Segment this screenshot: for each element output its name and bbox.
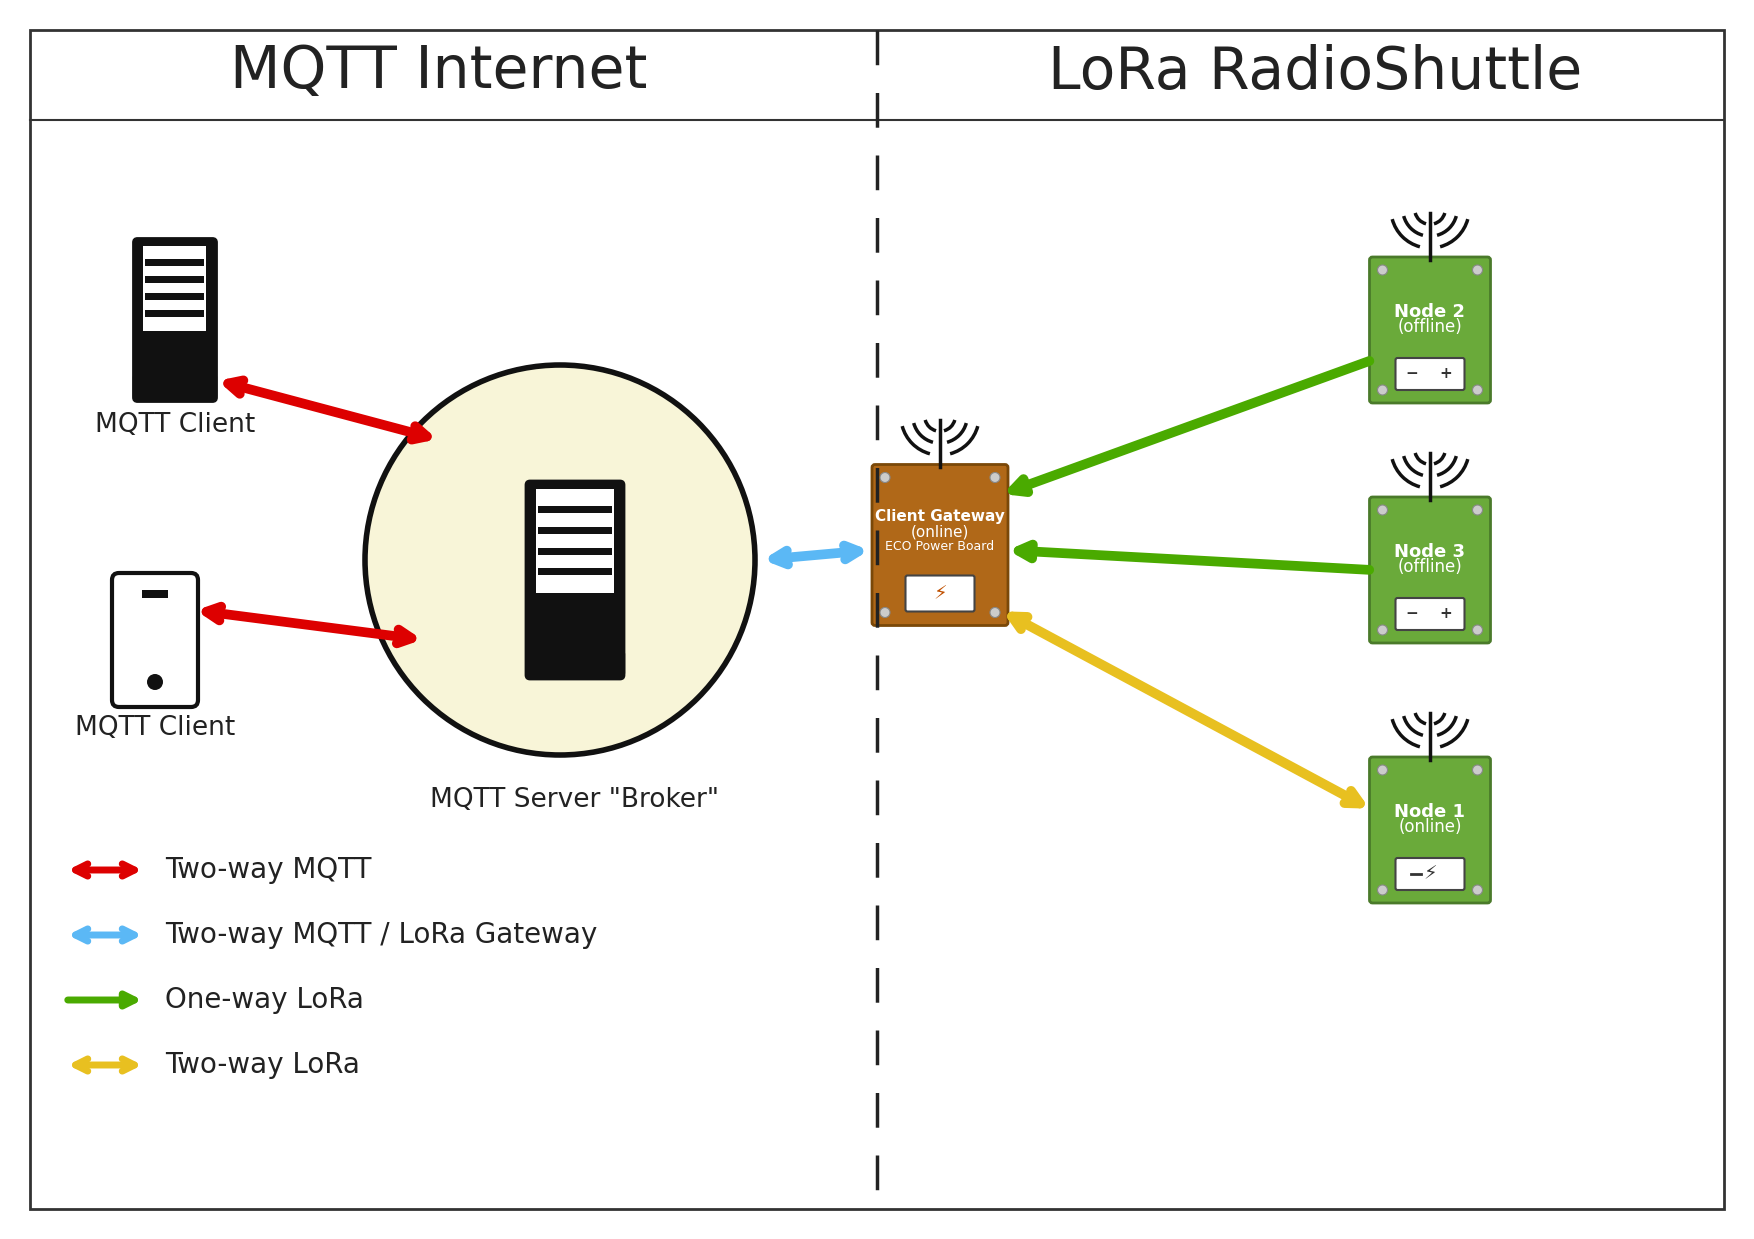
Text: One-way LoRa: One-way LoRa	[165, 986, 363, 1014]
Text: MQTT Client: MQTT Client	[75, 715, 235, 741]
Bar	[146, 292, 205, 300]
Bar	[144, 245, 207, 331]
Circle shape	[1377, 506, 1387, 515]
Circle shape	[1377, 385, 1387, 395]
Bar	[133, 375, 216, 395]
Ellipse shape	[365, 366, 754, 755]
FancyBboxPatch shape	[1370, 497, 1491, 643]
Text: (online): (online)	[1398, 818, 1461, 836]
FancyBboxPatch shape	[133, 238, 216, 401]
FancyBboxPatch shape	[1370, 757, 1491, 903]
Text: −: −	[1405, 607, 1419, 622]
Text: Two-way LoRa: Two-way LoRa	[165, 1051, 360, 1079]
Bar	[538, 506, 612, 513]
Text: Client Gateway: Client Gateway	[875, 509, 1005, 524]
Text: Node 1: Node 1	[1394, 803, 1466, 821]
Text: −: −	[1405, 367, 1419, 382]
FancyBboxPatch shape	[1370, 256, 1491, 403]
Bar	[538, 527, 612, 534]
Bar	[146, 310, 205, 317]
Text: LoRa RadioShuttle: LoRa RadioShuttle	[1049, 43, 1582, 100]
FancyBboxPatch shape	[526, 481, 624, 679]
Circle shape	[1377, 764, 1387, 776]
FancyBboxPatch shape	[872, 465, 1009, 626]
Text: Node 2: Node 2	[1394, 304, 1466, 321]
Circle shape	[1377, 885, 1387, 895]
Bar	[146, 276, 205, 282]
Circle shape	[881, 607, 889, 617]
Circle shape	[1377, 265, 1387, 275]
Text: +: +	[1440, 607, 1452, 622]
Text: MQTT Server "Broker": MQTT Server "Broker"	[430, 787, 719, 813]
Bar	[142, 590, 168, 598]
Text: (offline): (offline)	[1398, 558, 1463, 576]
Text: ECO Power Board: ECO Power Board	[886, 540, 995, 554]
Circle shape	[989, 472, 1000, 482]
Text: +: +	[1440, 367, 1452, 382]
Text: Two-way MQTT / LoRa Gateway: Two-way MQTT / LoRa Gateway	[165, 921, 598, 949]
Bar	[146, 259, 205, 265]
Text: Node 3: Node 3	[1394, 543, 1466, 561]
FancyBboxPatch shape	[905, 575, 975, 612]
Bar	[538, 548, 612, 555]
Text: Two-way MQTT: Two-way MQTT	[165, 856, 372, 883]
Circle shape	[1473, 624, 1482, 636]
FancyBboxPatch shape	[1396, 598, 1465, 629]
Circle shape	[881, 472, 889, 482]
Circle shape	[1473, 385, 1482, 395]
Text: (online): (online)	[910, 524, 970, 539]
Bar	[537, 489, 614, 593]
Bar	[526, 653, 624, 673]
Circle shape	[1473, 265, 1482, 275]
Text: MQTT Client: MQTT Client	[95, 413, 254, 439]
Circle shape	[989, 607, 1000, 617]
FancyBboxPatch shape	[1396, 358, 1465, 390]
Circle shape	[1377, 624, 1387, 636]
Circle shape	[1473, 506, 1482, 515]
Text: ⚡: ⚡	[1422, 865, 1437, 883]
Text: ⚡: ⚡	[933, 584, 947, 603]
FancyBboxPatch shape	[112, 572, 198, 707]
FancyBboxPatch shape	[1396, 857, 1465, 890]
Circle shape	[1473, 885, 1482, 895]
Circle shape	[1473, 764, 1482, 776]
Bar	[538, 569, 612, 575]
Circle shape	[147, 674, 163, 690]
Text: MQTT Internet: MQTT Internet	[230, 43, 647, 100]
Text: (offline): (offline)	[1398, 318, 1463, 336]
